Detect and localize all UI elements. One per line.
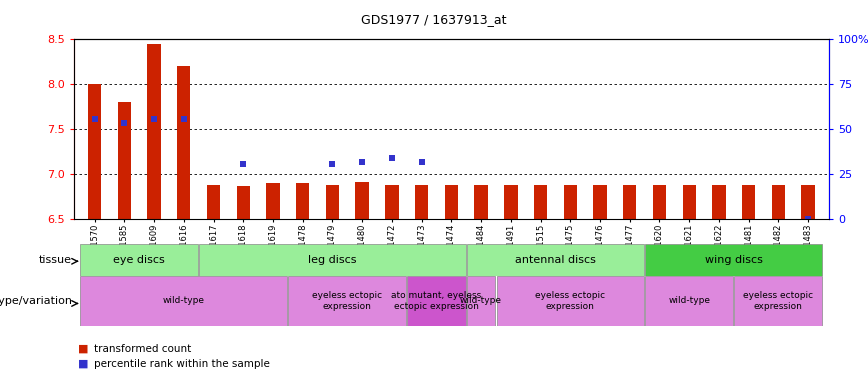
- Bar: [148, 44, 161, 219]
- Bar: [326, 185, 339, 219]
- Bar: [504, 185, 517, 219]
- Bar: [200, 244, 465, 276]
- Bar: [296, 183, 309, 219]
- Text: GDS1977 / 1637913_at: GDS1977 / 1637913_at: [361, 13, 507, 26]
- Bar: [713, 185, 726, 219]
- Bar: [415, 185, 428, 219]
- Bar: [288, 276, 406, 326]
- Text: eyeless ectopic
expression: eyeless ectopic expression: [743, 291, 813, 310]
- Bar: [734, 276, 822, 326]
- Bar: [356, 182, 369, 219]
- Text: transformed count: transformed count: [94, 344, 191, 354]
- Bar: [563, 185, 577, 219]
- Text: leg discs: leg discs: [308, 255, 357, 265]
- Bar: [801, 185, 815, 219]
- Text: ■: ■: [78, 359, 89, 369]
- Bar: [266, 183, 279, 219]
- Bar: [467, 276, 496, 326]
- Text: genotype/variation: genotype/variation: [0, 296, 72, 306]
- Text: eyeless ectopic
expression: eyeless ectopic expression: [312, 291, 383, 310]
- Text: tissue: tissue: [39, 255, 72, 265]
- Bar: [177, 66, 190, 219]
- Bar: [594, 185, 607, 219]
- Text: wild-type: wild-type: [460, 296, 502, 305]
- Bar: [88, 84, 102, 219]
- Bar: [467, 244, 644, 276]
- Bar: [645, 276, 733, 326]
- Text: eyeless ectopic
expression: eyeless ectopic expression: [536, 291, 605, 310]
- Text: antennal discs: antennal discs: [515, 255, 595, 265]
- Bar: [623, 185, 636, 219]
- Bar: [534, 185, 547, 219]
- Text: wild-type: wild-type: [668, 296, 710, 305]
- Bar: [496, 276, 644, 326]
- Bar: [682, 185, 696, 219]
- Bar: [207, 185, 220, 219]
- Bar: [81, 244, 198, 276]
- Text: ■: ■: [78, 344, 89, 354]
- Bar: [118, 102, 131, 219]
- Bar: [645, 244, 822, 276]
- Bar: [444, 185, 458, 219]
- Bar: [475, 185, 488, 219]
- Text: wild-type: wild-type: [163, 296, 205, 305]
- Text: percentile rank within the sample: percentile rank within the sample: [94, 359, 270, 369]
- Text: eye discs: eye discs: [114, 255, 165, 265]
- Bar: [385, 185, 398, 219]
- Text: wing discs: wing discs: [705, 255, 763, 265]
- Bar: [653, 185, 666, 219]
- Bar: [742, 185, 755, 219]
- Bar: [407, 276, 465, 326]
- Bar: [81, 276, 287, 326]
- Text: ato mutant, eyeless
ectopic expression: ato mutant, eyeless ectopic expression: [391, 291, 482, 310]
- Bar: [237, 186, 250, 219]
- Bar: [772, 185, 785, 219]
